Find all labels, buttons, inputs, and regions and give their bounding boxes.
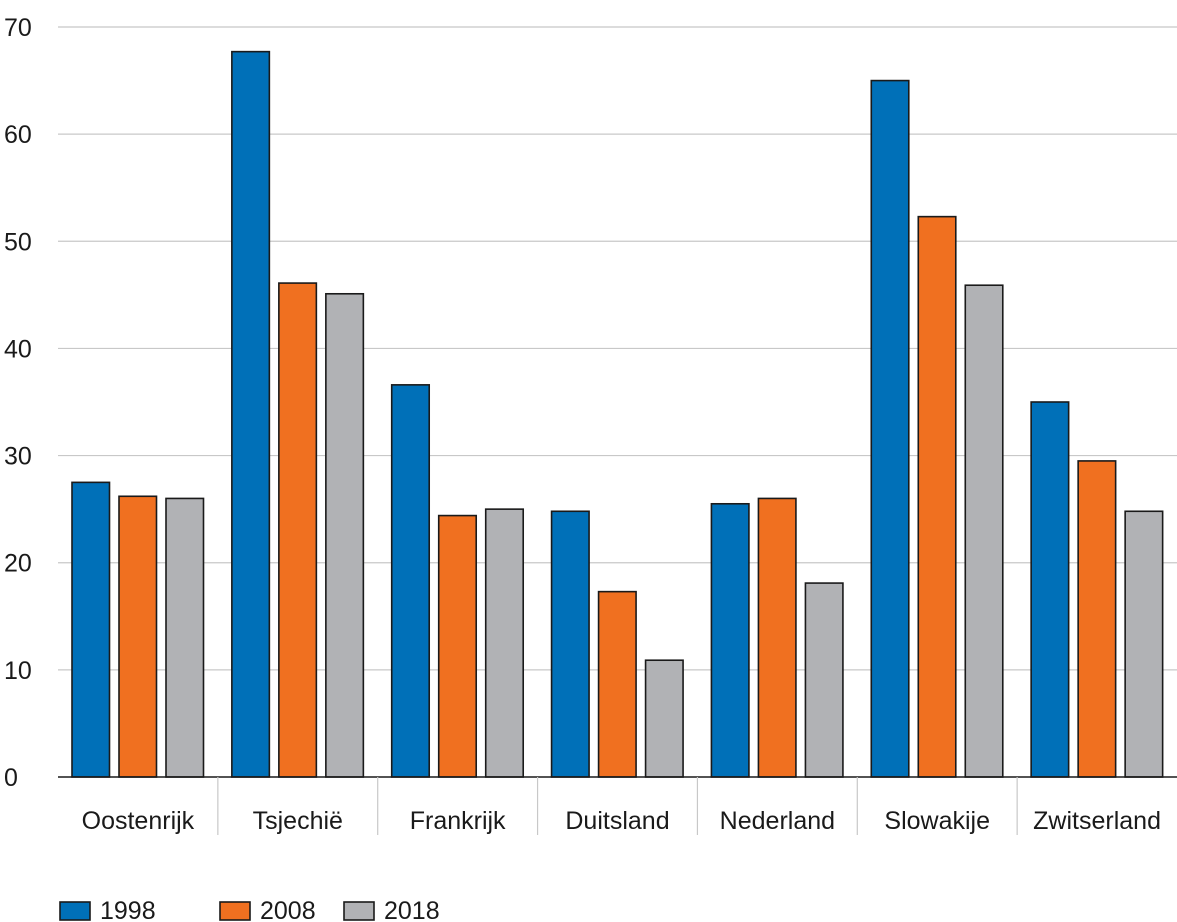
y-tick-label: 0: [4, 764, 18, 792]
bar-duitsland-2018: [644, 659, 684, 778]
legend-swatch: [343, 901, 375, 921]
bar-slowakije-2018: [964, 284, 1004, 778]
y-tick-label: 40: [4, 335, 32, 363]
bar-zwitserland-2018: [1124, 510, 1164, 778]
category-labels: Oostenrijk Tsjechië Frankrijk Duitsland Nede…: [82, 807, 1161, 835]
y-tick-label: 10: [4, 657, 32, 685]
bars: [71, 50, 1164, 778]
bar-nederland-1998: [710, 502, 750, 778]
bar-tsjechië-2018: [325, 292, 365, 778]
y-tick-label: 20: [4, 550, 32, 578]
bar-frankrijk-1998: [390, 384, 431, 778]
bar-slowakije-1998: [870, 79, 910, 778]
bar-oostenrijk-2008: [118, 495, 158, 778]
gridlines: [58, 26, 1177, 671]
legend-label: 1998: [100, 897, 156, 922]
legend-label: 2008: [260, 897, 316, 922]
category-label: Zwitserland: [1033, 807, 1161, 835]
y-tick-label: 70: [4, 14, 32, 42]
bar-tsjechië-1998: [231, 50, 271, 778]
bar-frankrijk-2018: [484, 508, 525, 778]
bar-nederland-2008: [757, 497, 797, 778]
y-tick-label: 50: [4, 228, 32, 256]
legend-label: 2018: [384, 897, 440, 922]
legend-swatch: [219, 901, 251, 921]
y-tick-label: 60: [4, 121, 32, 149]
bar-duitsland-2008: [597, 590, 637, 778]
bar-oostenrijk-1998: [71, 481, 111, 778]
category-label: Tsjechië: [253, 807, 343, 835]
legend: 1998 2008 2018: [59, 897, 440, 922]
bar-tsjechië-2008: [278, 282, 318, 778]
x-axis: [58, 776, 1177, 835]
bar-duitsland-1998: [550, 510, 590, 778]
y-axis-ticks: 0 10 20 30 40 50 60 70: [4, 14, 32, 792]
bar-oostenrijk-2018: [165, 497, 205, 778]
category-label: Nederland: [720, 807, 835, 835]
bar-zwitserland-2008: [1077, 460, 1117, 778]
legend-swatch: [59, 901, 91, 921]
category-label: Duitsland: [565, 807, 669, 835]
bar-zwitserland-1998: [1030, 401, 1070, 778]
bar-nederland-2018: [804, 582, 844, 778]
category-label: Oostenrijk: [82, 807, 195, 835]
bar-frankrijk-2008: [437, 514, 478, 778]
category-label: Frankrijk: [410, 807, 506, 835]
category-label: Slowakije: [884, 807, 990, 835]
y-tick-label: 30: [4, 443, 32, 471]
bar-slowakije-2008: [917, 215, 957, 778]
